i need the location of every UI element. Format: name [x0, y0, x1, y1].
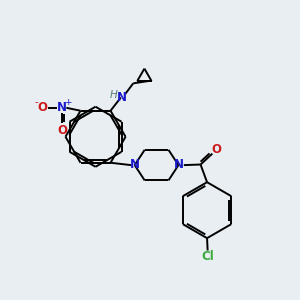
Text: N: N [174, 158, 184, 171]
Text: -: - [34, 98, 38, 107]
Text: O: O [37, 101, 47, 114]
Text: N: N [57, 101, 67, 114]
Text: Cl: Cl [201, 250, 214, 263]
Text: O: O [212, 143, 222, 156]
Text: H: H [110, 90, 117, 100]
Text: +: + [64, 98, 72, 107]
Text: N: N [117, 91, 127, 104]
Text: O: O [57, 124, 67, 137]
Text: N: N [130, 158, 140, 171]
